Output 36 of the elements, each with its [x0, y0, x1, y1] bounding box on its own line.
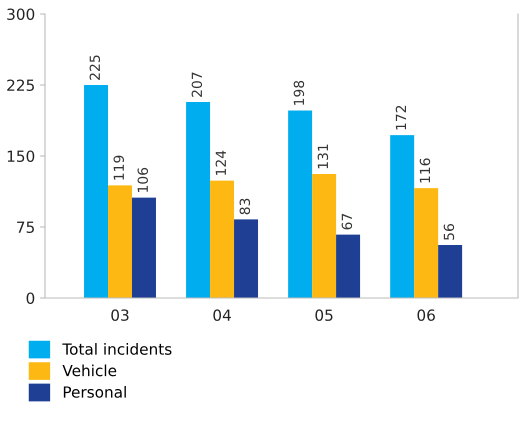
bar — [210, 180, 234, 298]
data-label: 207 — [192, 72, 202, 97]
data-label: 198 — [294, 80, 304, 105]
data-label: 172 — [396, 106, 406, 130]
bar — [438, 244, 462, 298]
y-tick-label: 225 — [7, 79, 34, 92]
bar — [132, 198, 156, 298]
y-tick-label: 150 — [8, 150, 34, 162]
data-label: 116 — [420, 158, 430, 182]
bar — [84, 85, 108, 298]
x-tick-label: 04 — [213, 309, 231, 321]
legend-label: Vehicle — [62, 364, 116, 376]
bar — [312, 174, 336, 298]
bar — [108, 185, 132, 298]
data-label: 124 — [216, 150, 226, 175]
data-label: 67 — [342, 214, 352, 230]
y-tick-label: 75 — [17, 222, 34, 234]
legend-label: Total incidents — [62, 343, 172, 355]
bar — [288, 110, 312, 298]
legend-label: Personal — [64, 386, 126, 398]
data-label: 119 — [114, 156, 124, 180]
x-tick-label: 06 — [417, 309, 435, 321]
y-tick-label: 300 — [7, 8, 34, 20]
x-tick-label: 03 — [111, 309, 128, 321]
data-label: 225 — [90, 56, 100, 80]
bar — [414, 188, 438, 298]
bar — [186, 102, 210, 298]
data-label: 56 — [444, 224, 454, 240]
bar — [390, 135, 414, 298]
data-label: 131 — [318, 144, 328, 168]
bar — [336, 234, 360, 298]
data-label: 106 — [138, 168, 148, 192]
y-tick-label: 0 — [26, 292, 34, 304]
data-label: 83 — [240, 198, 250, 214]
bar — [234, 219, 258, 298]
x-tick-label: 05 — [315, 309, 332, 321]
